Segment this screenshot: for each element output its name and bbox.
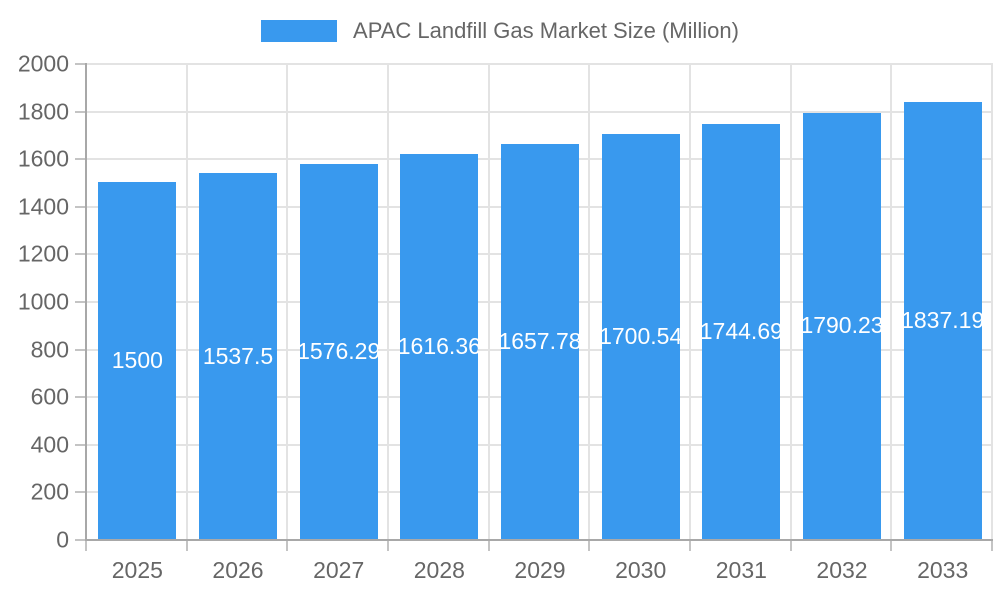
bar-value-label: 1537.5: [202, 342, 274, 369]
y-axis-label: 0: [56, 526, 69, 553]
y-axis-tick: [75, 158, 85, 161]
bar: 1837.19: [903, 101, 982, 539]
y-axis-tick: [75, 205, 85, 208]
x-axis-label: 2033: [917, 557, 969, 583]
legend-item[interactable]: APAC Landfill Gas Market Size (Million): [0, 17, 1000, 45]
y-axis-tick: [75, 348, 85, 351]
y-axis-label: 600: [30, 383, 69, 410]
y-axis-label: 400: [30, 431, 69, 458]
bar: 1744.69: [702, 123, 781, 539]
x-axis-tick: [286, 541, 289, 551]
bar: 1657.78: [501, 144, 579, 539]
bar-value-label: 1576.29: [299, 337, 378, 364]
gridline-vertical: [789, 63, 792, 539]
x-axis-label: 2029: [514, 557, 566, 583]
x-axis-label: 2028: [413, 557, 465, 583]
x-axis-label: 2027: [313, 557, 365, 583]
x-axis-tick: [689, 541, 691, 551]
bar: 1537.5: [199, 173, 277, 539]
x-axis-tick: [387, 541, 389, 551]
x-axis-label: 2031: [715, 557, 767, 583]
bar-value-label: 1837.19: [903, 306, 982, 333]
bar-value-label: 1790.23: [803, 312, 881, 339]
y-axis-label: 1600: [17, 145, 69, 172]
x-axis-tick: [185, 541, 188, 551]
x-axis-label: 2025: [111, 557, 163, 583]
x-axis-tick: [487, 541, 490, 551]
gridline-vertical: [487, 63, 490, 539]
y-axis-tick: [75, 253, 85, 256]
gridline-vertical: [991, 63, 993, 539]
y-axis-tick: [75, 539, 85, 541]
x-axis-label: 2026: [212, 557, 264, 583]
plot-area: 0 200 400 600 800 1000 1200 1400 1600 1800 2000 202…: [18, 52, 993, 582]
y-axis-tick: [75, 110, 85, 113]
bar-value-label: 1500: [111, 347, 163, 373]
gridline-horizontal: [87, 110, 993, 113]
y-axis-label: 1200: [17, 240, 69, 267]
gridline-vertical: [689, 63, 691, 539]
y-axis-tick: [75, 443, 85, 446]
bar: 1790.23: [803, 112, 881, 539]
x-axis-tick: [890, 541, 893, 551]
y-axis-tick: [75, 63, 85, 65]
gridline-vertical: [185, 63, 188, 539]
x-axis-tick: [85, 541, 87, 551]
y-axis-tick: [75, 396, 85, 399]
gridline-vertical: [588, 63, 591, 539]
bar-value-label: 1657.78: [501, 328, 579, 355]
y-axis-tick: [75, 301, 85, 303]
bar: 1700.54: [601, 134, 680, 539]
gridline-vertical: [890, 63, 893, 539]
x-axis-label: 2032: [816, 557, 868, 583]
legend-label: APAC Landfill Gas Market Size (Million): [353, 18, 739, 43]
y-axis-label: 800: [30, 336, 69, 363]
bar-value-label: 1744.69: [702, 317, 781, 344]
bar-value-label: 1700.54: [601, 323, 680, 350]
bar: 1576.29: [299, 163, 378, 539]
y-axis-label: 1800: [17, 98, 69, 125]
x-axis-tick: [588, 541, 591, 551]
gridline-horizontal: [87, 63, 993, 65]
x-axis-tick: [789, 541, 792, 551]
x-axis-label: 2030: [615, 557, 667, 583]
x-axis-line: [85, 539, 993, 541]
bar: 1500: [98, 182, 177, 539]
y-axis-label: 1000: [17, 288, 69, 315]
y-axis-label: 1400: [17, 193, 69, 220]
y-axis-label: 200: [30, 478, 69, 505]
bar: 1616.36: [400, 154, 479, 539]
y-axis-tick: [75, 491, 85, 494]
x-axis-tick: [991, 541, 993, 551]
gridline-vertical: [286, 63, 289, 539]
bar-value-label: 1616.36: [400, 333, 479, 360]
y-axis-line: [85, 63, 87, 541]
y-axis-label: 2000: [17, 50, 69, 77]
gridline-vertical: [387, 63, 389, 539]
legend-swatch: [261, 20, 338, 42]
